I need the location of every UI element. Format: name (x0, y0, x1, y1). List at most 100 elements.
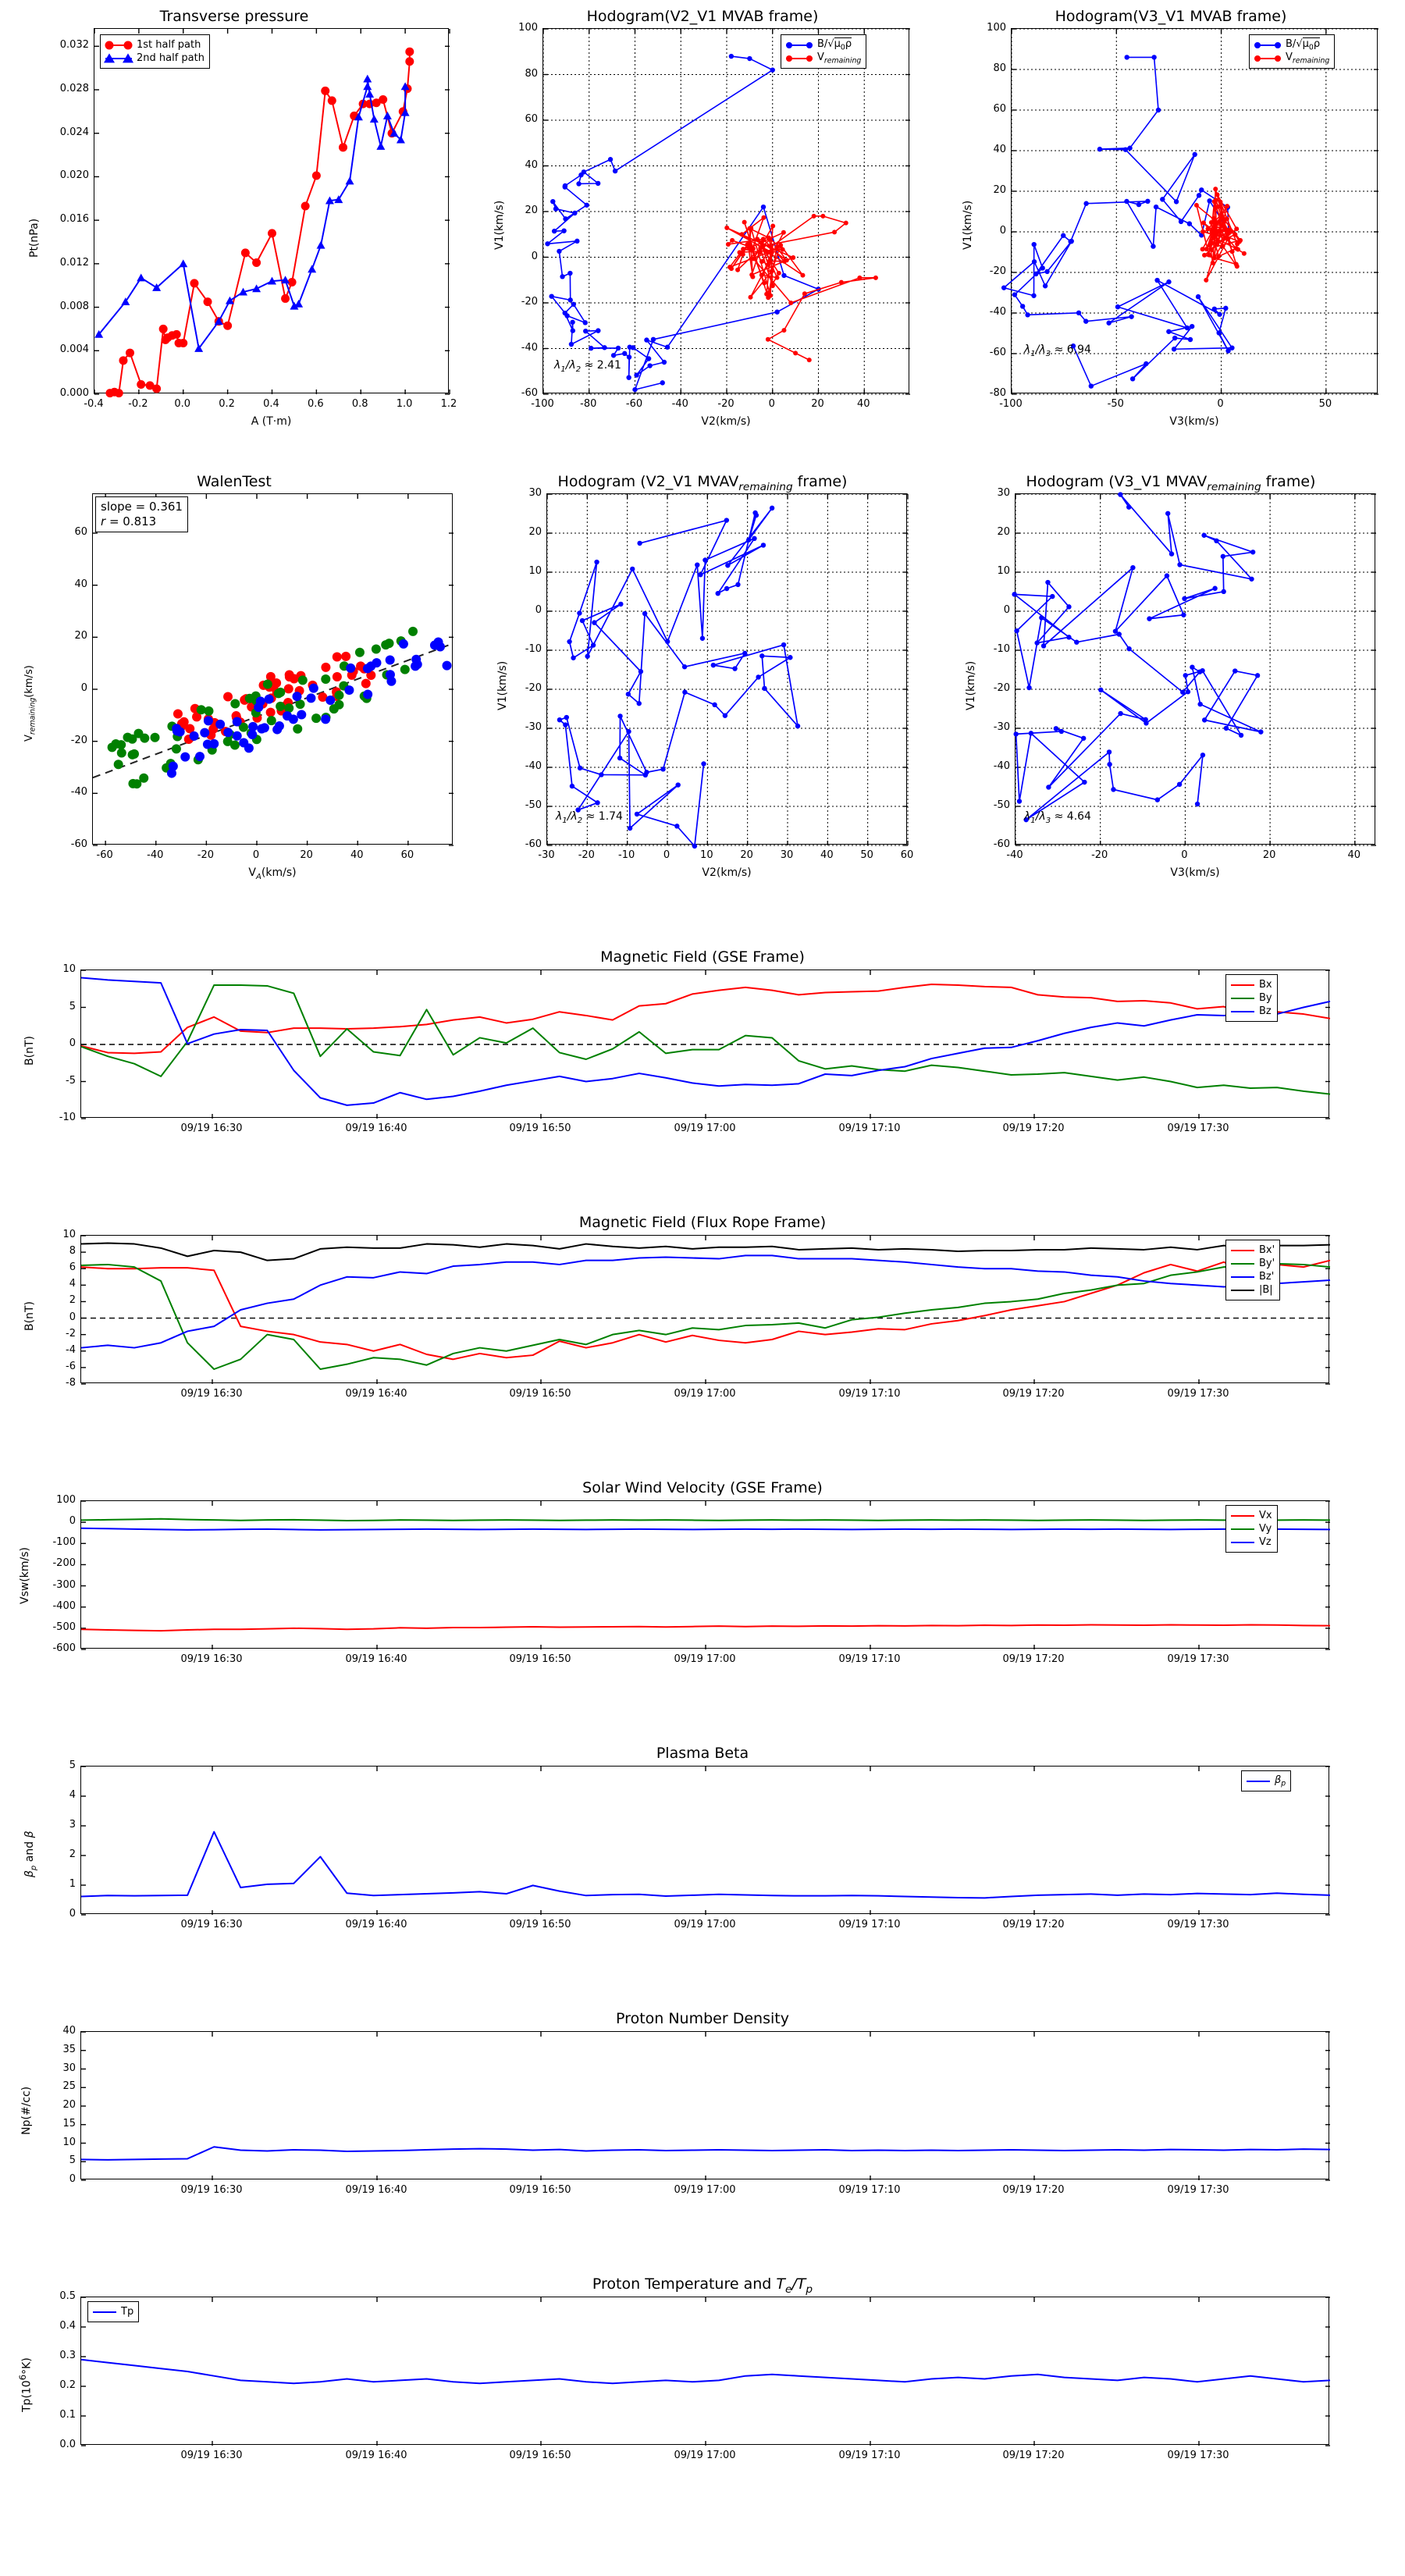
y-tick-label: 80 (993, 62, 1006, 74)
x-tick-label: 09/19 16:50 (509, 2184, 571, 2196)
x-tick-label: 09/19 16:40 (345, 1653, 407, 1665)
y-tick-label: 25 (62, 2080, 76, 2093)
x-tick-label: 20 (740, 849, 753, 861)
plot-canvas (94, 29, 450, 398)
x-tick-label: 09/19 17:00 (674, 1388, 736, 1400)
panel-hodogram-mvab-v2: Hodogram(V2_V1 MVAB frame) B/√μ0ρ Vremai… (468, 0, 937, 445)
x-tick-label: 09/19 17:10 (838, 2450, 901, 2461)
panel-title: Proton Number Density (616, 2010, 789, 2027)
y-tick-label: 30 (997, 487, 1010, 499)
x-tick-label: -80 (580, 398, 597, 410)
legend-solar-wind-velocity: Vx Vy Vz (1225, 1505, 1278, 1553)
plot-canvas (80, 970, 1331, 1119)
y-tick-label: -20 (70, 734, 87, 746)
plot-canvas (80, 1766, 1331, 1916)
y-axis-label: Vremaining(km/s) (23, 665, 37, 742)
plot-area (80, 1766, 1331, 1916)
y-tick-label: -600 (52, 1642, 76, 1654)
x-tick-label: 09/19 17:00 (674, 2450, 736, 2461)
y-tick-label: 100 (518, 22, 538, 34)
y-tick-label: 3 (69, 1819, 76, 1831)
legend-line-vx (1231, 1514, 1254, 1517)
x-tick-label: 09/19 17:10 (838, 1919, 901, 1930)
y-tick-label: -10 (993, 643, 1010, 655)
x-tick-label: 40 (820, 849, 834, 861)
y-tick-label: -40 (525, 760, 542, 772)
plot-canvas (92, 494, 454, 846)
legend-line-betap (1247, 1780, 1270, 1782)
y-tick-label: 0.1 (59, 2409, 76, 2421)
plot-area (80, 1500, 1331, 1650)
y-tick-label: 40 (74, 578, 87, 590)
y-tick-label: 40 (525, 158, 538, 171)
y-tick-label: 0.032 (59, 39, 89, 52)
x-tick-label: -60 (625, 398, 643, 410)
y-tick-label: -20 (521, 296, 538, 308)
y-tick-label: -50 (525, 799, 542, 811)
y-tick-label: 15 (62, 2117, 76, 2129)
y-tick-label: 100 (56, 1494, 76, 1506)
x-tick-label: 60 (400, 849, 414, 861)
y-tick-label: 0 (69, 1908, 76, 1920)
x-axis-label: VA(km/s) (248, 866, 297, 881)
panel-magnetic-field-gse: Magnetic Field (GSE Frame) Bx By Bz B(nT… (0, 948, 1405, 1206)
panel-plasma-beta: Plasma Beta βp βp and β 09/19 16:30 09/19… (0, 1745, 1405, 2002)
y-tick-label: 40 (993, 144, 1006, 155)
x-tick-label: 1.0 (396, 398, 413, 410)
y-tick-label: -500 (52, 1621, 76, 1633)
y-tick-label: -50 (993, 799, 1010, 811)
x-tick-label: 0.8 (351, 398, 368, 410)
y-tick-label: -60 (521, 387, 538, 399)
x-tick-label: 40 (856, 398, 870, 410)
x-tick-label: 09/19 16:40 (345, 1388, 407, 1400)
plot-canvas (80, 1235, 1331, 1385)
legend-label-bxp: Bx' (1259, 1244, 1275, 1256)
panel-title: Solar Wind Velocity (GSE Frame) (582, 1479, 823, 1496)
y-tick-label: 0 (531, 250, 538, 262)
plot-area (80, 2031, 1331, 2181)
y-tick-label: -40 (993, 760, 1010, 772)
legend-marker-second-half (104, 52, 133, 64)
x-tick-label: 0.0 (174, 398, 191, 410)
y-tick-label: -10 (525, 643, 542, 655)
y-tick-label: 0 (69, 1515, 76, 1528)
x-tick-label: 09/19 17:20 (1002, 2184, 1065, 2196)
x-tick-label: -30 (538, 849, 555, 861)
legend-label-first-half: 1st half path (137, 39, 201, 51)
x-tick-label: -20 (717, 398, 735, 410)
legend-line-tp (93, 2311, 116, 2313)
x-tick-label: -0.2 (128, 398, 148, 410)
x-tick-label: -0.4 (84, 398, 104, 410)
y-tick-label: 6 (69, 1261, 76, 1274)
y-tick-label: -5 (66, 1074, 76, 1087)
legend-line-bz (1231, 1010, 1254, 1012)
y-tick-label: -4 (66, 1343, 76, 1356)
legend-hodogram-1: B/√μ0ρ Vremaining (781, 34, 867, 69)
x-tick-label: 09/19 17:00 (674, 2184, 736, 2196)
y-tick-label: -40 (70, 786, 87, 799)
x-tick-label: -100 (999, 398, 1023, 410)
y-tick-label: -30 (525, 721, 542, 733)
y-tick-label: 0.0 (59, 2439, 76, 2450)
legend-marker-first-half (105, 40, 133, 51)
x-tick-label: 40 (350, 849, 364, 861)
x-tick-label: 09/19 16:50 (509, 2450, 571, 2461)
legend-label-betap: βp (1275, 1774, 1286, 1788)
legend-magnetic-field-fluxrope: Bx' By' Bz' |B| (1225, 1240, 1281, 1300)
y-tick-label: 0 (999, 225, 1006, 237)
y-tick-label: -20 (989, 265, 1006, 277)
x-tick-label: 09/19 17:20 (1002, 1919, 1065, 1930)
plot-canvas (80, 2297, 1331, 2446)
y-tick-label: 10 (528, 565, 542, 577)
panel-title: Transverse pressure (159, 8, 309, 25)
x-tick-label: 20 (300, 849, 313, 861)
y-tick-label: 0.012 (59, 256, 89, 269)
panel-title: Proton Temperature and Te/Tp (592, 2275, 813, 2296)
legend-marker-alfven (786, 40, 813, 51)
legend-label-alfven: B/√μ0ρ (817, 37, 852, 52)
panel-proton-temperature: Proton Temperature and Te/Tp Tp Tp(106°K… (0, 2275, 1405, 2541)
y-tick-label: 0.4 (59, 2320, 76, 2332)
y-tick-label: 1 (69, 1878, 76, 1890)
x-tick-label: -100 (531, 398, 554, 410)
